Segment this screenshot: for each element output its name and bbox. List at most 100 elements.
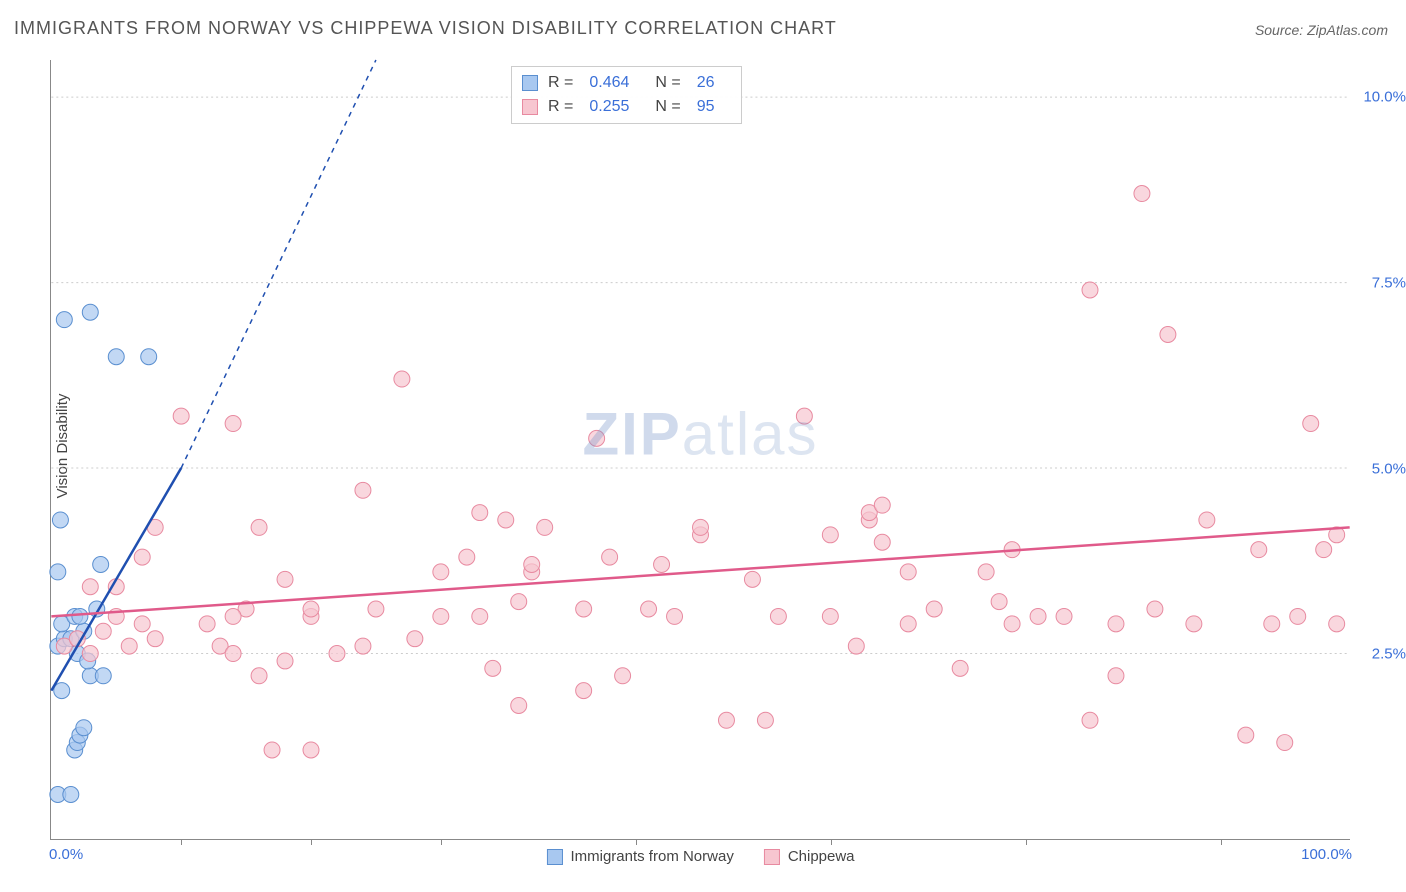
data-point-chippewa (1108, 668, 1124, 684)
data-point-chippewa (433, 608, 449, 624)
data-point-chippewa (796, 408, 812, 424)
data-point-chippewa (1108, 616, 1124, 632)
data-point-norway (56, 312, 72, 328)
x-tick (441, 839, 442, 845)
legend-item-chippewa: Chippewa (764, 848, 855, 865)
data-point-chippewa (498, 512, 514, 528)
data-point-chippewa (900, 564, 916, 580)
x-tick (831, 839, 832, 845)
data-point-chippewa (1082, 282, 1098, 298)
data-point-chippewa (991, 594, 1007, 610)
data-point-chippewa (459, 549, 475, 565)
data-point-chippewa (1147, 601, 1163, 617)
data-point-norway (54, 683, 70, 699)
data-point-chippewa (693, 519, 709, 535)
data-point-chippewa (1329, 616, 1345, 632)
data-point-chippewa (1186, 616, 1202, 632)
data-point-chippewa (615, 668, 631, 684)
y-tick-label: 10.0% (1363, 89, 1406, 106)
r-value-norway: 0.464 (589, 71, 629, 95)
data-point-norway (76, 720, 92, 736)
data-point-chippewa (1056, 608, 1072, 624)
data-point-chippewa (770, 608, 786, 624)
legend-row-chippewa: R = 0.255 N = 95 (522, 95, 731, 119)
data-point-chippewa (978, 564, 994, 580)
data-point-chippewa (225, 646, 241, 662)
data-point-chippewa (355, 638, 371, 654)
x-tick (636, 839, 637, 845)
data-point-chippewa (848, 638, 864, 654)
legend-label-norway: Immigrants from Norway (570, 848, 733, 865)
data-point-chippewa (576, 601, 592, 617)
data-point-chippewa (82, 579, 98, 595)
data-point-chippewa (355, 482, 371, 498)
data-point-chippewa (952, 660, 968, 676)
data-point-chippewa (718, 712, 734, 728)
data-point-chippewa (82, 646, 98, 662)
data-point-chippewa (303, 601, 319, 617)
data-point-chippewa (900, 616, 916, 632)
legend-row-norway: R = 0.464 N = 26 (522, 71, 731, 95)
data-point-norway (52, 512, 68, 528)
legend-series: Immigrants from Norway Chippewa (546, 848, 854, 865)
data-point-chippewa (524, 557, 540, 573)
data-point-chippewa (251, 519, 267, 535)
data-point-chippewa (537, 519, 553, 535)
data-point-chippewa (485, 660, 501, 676)
source-attribution: Source: ZipAtlas.com (1255, 22, 1388, 38)
data-point-chippewa (757, 712, 773, 728)
data-point-chippewa (1082, 712, 1098, 728)
data-point-norway (108, 349, 124, 365)
data-point-chippewa (134, 616, 150, 632)
n-label: N = (655, 95, 680, 119)
data-point-chippewa (874, 497, 890, 513)
x-axis-min-label: 0.0% (49, 846, 83, 863)
chart-title: IMMIGRANTS FROM NORWAY VS CHIPPEWA VISIO… (14, 18, 837, 39)
data-point-chippewa (511, 594, 527, 610)
x-axis-max-label: 100.0% (1301, 846, 1352, 863)
n-value-norway: 26 (697, 71, 715, 95)
legend-item-norway: Immigrants from Norway (546, 848, 733, 865)
data-point-chippewa (926, 601, 942, 617)
r-label: R = (548, 95, 573, 119)
data-point-chippewa (1238, 727, 1254, 743)
data-point-chippewa (1004, 616, 1020, 632)
data-point-chippewa (1134, 186, 1150, 202)
data-point-chippewa (251, 668, 267, 684)
data-point-chippewa (329, 646, 345, 662)
data-point-chippewa (407, 631, 423, 647)
plot-area: ZIPatlas R = 0.464 N = 26 R = 0.255 N = … (50, 60, 1350, 840)
data-point-chippewa (368, 601, 384, 617)
data-point-norway (63, 786, 79, 802)
data-point-chippewa (641, 601, 657, 617)
x-tick (1221, 839, 1222, 845)
x-tick (311, 839, 312, 845)
data-point-chippewa (134, 549, 150, 565)
data-point-chippewa (1030, 608, 1046, 624)
data-point-norway (50, 564, 66, 580)
data-point-chippewa (95, 623, 111, 639)
data-point-chippewa (303, 742, 319, 758)
data-point-norway (141, 349, 157, 365)
data-point-chippewa (277, 653, 293, 669)
data-point-chippewa (394, 371, 410, 387)
trend-line-dashed-norway (181, 60, 376, 468)
data-point-chippewa (576, 683, 592, 699)
data-point-chippewa (277, 571, 293, 587)
data-point-norway (82, 304, 98, 320)
swatch-norway (522, 75, 538, 91)
legend-label-chippewa: Chippewa (788, 848, 855, 865)
r-value-chippewa: 0.255 (589, 95, 629, 119)
data-point-chippewa (173, 408, 189, 424)
data-point-chippewa (1264, 616, 1280, 632)
data-point-chippewa (264, 742, 280, 758)
trend-line-norway (51, 468, 181, 691)
data-point-chippewa (1160, 327, 1176, 343)
legend-correlation: R = 0.464 N = 26 R = 0.255 N = 95 (511, 66, 742, 124)
x-tick (181, 839, 182, 845)
data-point-chippewa (1290, 608, 1306, 624)
data-point-chippewa (589, 430, 605, 446)
chart-container: IMMIGRANTS FROM NORWAY VS CHIPPEWA VISIO… (0, 0, 1406, 892)
y-tick-label: 2.5% (1372, 646, 1406, 663)
chart-svg (51, 60, 1350, 839)
